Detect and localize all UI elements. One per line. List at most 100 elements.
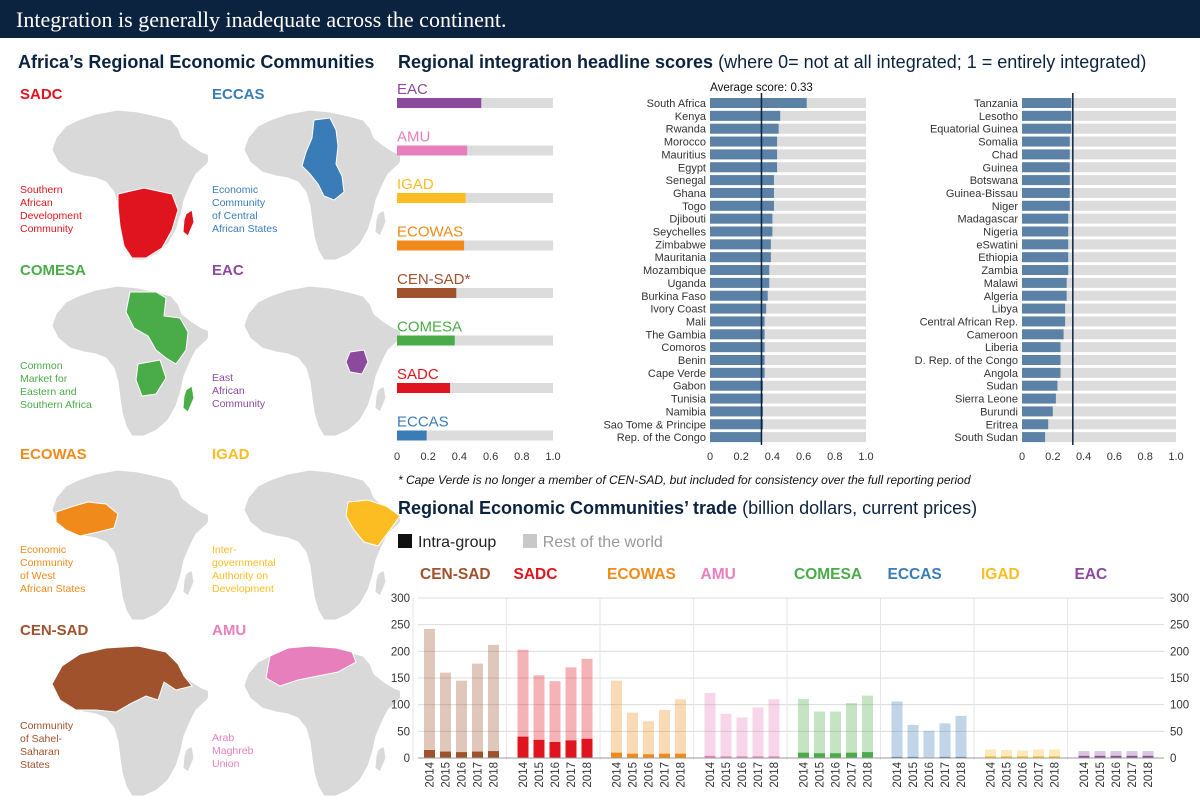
trade-ytick-left: 0 xyxy=(404,753,410,765)
country-label-equatorialguinea: Equatorial Guinea xyxy=(930,124,1019,136)
country-track-thegambia xyxy=(710,329,866,340)
country-bar-centralafricanrep xyxy=(1022,316,1066,327)
trade-year-label: 2016 xyxy=(737,762,749,788)
trade-bar-rest-censad xyxy=(440,672,451,758)
country-bar-capeverde xyxy=(710,367,765,378)
legend-intra-label: Intra-group xyxy=(418,534,497,551)
trade-bar-intra-eac xyxy=(1142,755,1154,758)
country-bar-lesotho xyxy=(1022,110,1072,121)
title-banner: Integration is generally inadequate acro… xyxy=(0,0,1200,38)
country-bar-ivorycoast xyxy=(710,303,767,314)
country-track-ethiopia xyxy=(1022,252,1176,263)
country-label-guinea: Guinea xyxy=(983,162,1019,174)
trade-title: Regional Economic Communities’ trade (bi… xyxy=(398,498,977,519)
trade-bar-intra-amu xyxy=(768,756,780,758)
trade-bar-rest-igad xyxy=(1001,750,1012,758)
rec-score-track-eccas xyxy=(397,430,553,441)
country-bar-sierraleone xyxy=(1022,393,1056,404)
country-track-eswatini xyxy=(1022,239,1176,250)
country-axis-tick: 0.4 xyxy=(765,451,780,463)
country-track-seychelles xyxy=(710,226,866,237)
country-label-southsudan: South Sudan xyxy=(954,432,1018,444)
map-label-censad: CEN-SAD xyxy=(20,622,89,639)
country-bar-libya xyxy=(1022,303,1066,314)
country-track-centralafricanrep xyxy=(1022,316,1176,327)
country-track-mozambique xyxy=(710,265,866,276)
country-track-saotomeprincipe xyxy=(710,419,866,430)
country-bar-somalia xyxy=(1022,136,1070,147)
country-track-chad xyxy=(1022,149,1176,160)
trade-bar-intra-comesa xyxy=(862,752,873,758)
trade-group-label-igad: IGAD xyxy=(981,566,1020,583)
country-label-gabon: Gabon xyxy=(673,381,706,393)
trade-bar-intra-eccas xyxy=(923,757,935,758)
country-label-senegal: Senegal xyxy=(666,175,706,187)
country-bar-mauritius xyxy=(710,149,778,160)
rec-score-track-comesa xyxy=(397,335,553,346)
africa-map-eac xyxy=(243,285,400,437)
country-label-mozambique: Mozambique xyxy=(643,265,706,277)
trade-year-label: 2014 xyxy=(1079,761,1091,787)
trade-year-label: 2016 xyxy=(924,762,936,788)
country-label-burundi: Burundi xyxy=(980,406,1018,418)
country-label-ethiopia: Ethiopia xyxy=(978,252,1019,264)
trade-bar-intra-eac xyxy=(1126,755,1138,758)
map-amu: AMU Arab Maghreb Union xyxy=(210,622,400,802)
trade-year-label: 2015 xyxy=(628,762,640,788)
trade-bar-intra-igad xyxy=(1017,756,1028,758)
trade-bar-rest-eac xyxy=(1094,751,1106,758)
country-track-guineabissau xyxy=(1022,187,1176,198)
rec-score-track-censad xyxy=(397,288,553,298)
map-censad: CEN-SAD Community of Sahel- Saharan States xyxy=(18,622,208,802)
trade-bar-rest-amu xyxy=(704,692,716,758)
rec-score-label-comesa: COMESA xyxy=(397,319,462,336)
rec-score-bar-eccas xyxy=(397,430,427,441)
country-bar-saotomeprincipe xyxy=(710,419,764,430)
country-label-rwanda: Rwanda xyxy=(666,124,707,136)
country-label-sudan: Sudan xyxy=(986,381,1018,393)
country-bar-namibia xyxy=(710,406,764,417)
trade-year-label: 2015 xyxy=(1095,762,1107,788)
rec-score-bar-sadc xyxy=(397,383,451,393)
country-label-capeverde: Cape Verde xyxy=(648,368,706,380)
country-label-namibia: Namibia xyxy=(666,406,707,418)
trade-title-main: Regional Economic Communities’ trade xyxy=(398,498,738,518)
trade-year-label: 2017 xyxy=(660,762,672,788)
trade-year-label: 2016 xyxy=(550,762,562,788)
trade-bar-rest-eccas xyxy=(939,723,951,758)
average-score-label: Average score: 0.33 xyxy=(710,82,813,94)
trade-bar-intra-sadc xyxy=(533,739,545,758)
trade-ytick-right: 0 xyxy=(1170,753,1176,765)
rec-axis-tick: 0.8 xyxy=(514,451,529,463)
country-track-angola xyxy=(1022,367,1176,378)
country-track-mali xyxy=(710,316,866,327)
country-bar-southafrica xyxy=(710,98,807,108)
africa-map-comesa xyxy=(51,285,208,437)
trade-bar-rest-comesa xyxy=(798,698,809,758)
country-axis-tick: 1.0 xyxy=(858,451,873,463)
country-bar-southsudan xyxy=(1022,432,1046,443)
country-label-botswana: Botswana xyxy=(970,175,1019,187)
scores-title: Regional integration headline scores (wh… xyxy=(398,52,1146,73)
country-bar-senegal xyxy=(710,175,774,186)
trade-bar-intra-amu xyxy=(704,755,716,758)
country-track-rwanda xyxy=(710,123,866,134)
banner-title: Integration is generally inadequate acro… xyxy=(16,7,507,32)
country-track-libya xyxy=(1022,303,1176,314)
country-bar-egypt xyxy=(710,162,778,173)
country-track-equatorialguinea xyxy=(1022,123,1176,134)
country-label-thegambia: The Gambia xyxy=(645,329,706,341)
rec-axis-tick: 0 xyxy=(394,451,400,463)
footnote: * Cape Verde is no longer a member of CE… xyxy=(398,473,971,487)
trade-bar-rest-ecowas xyxy=(643,721,654,758)
trade-bar-rest-comesa xyxy=(862,695,873,758)
country-axis-tick: 0.2 xyxy=(1045,451,1060,463)
country-label-seychelles: Seychelles xyxy=(653,227,707,239)
country-label-comoros: Comoros xyxy=(661,342,706,354)
africa-map-censad xyxy=(51,645,208,797)
country-track-zimbabwe xyxy=(710,239,866,250)
map-label-eac: EAC xyxy=(212,262,244,279)
trade-bar-rest-sadc xyxy=(549,681,561,758)
country-label-repofthecongo: Rep. of the Congo xyxy=(617,432,706,444)
country-axis-tick: 0 xyxy=(1019,451,1025,463)
